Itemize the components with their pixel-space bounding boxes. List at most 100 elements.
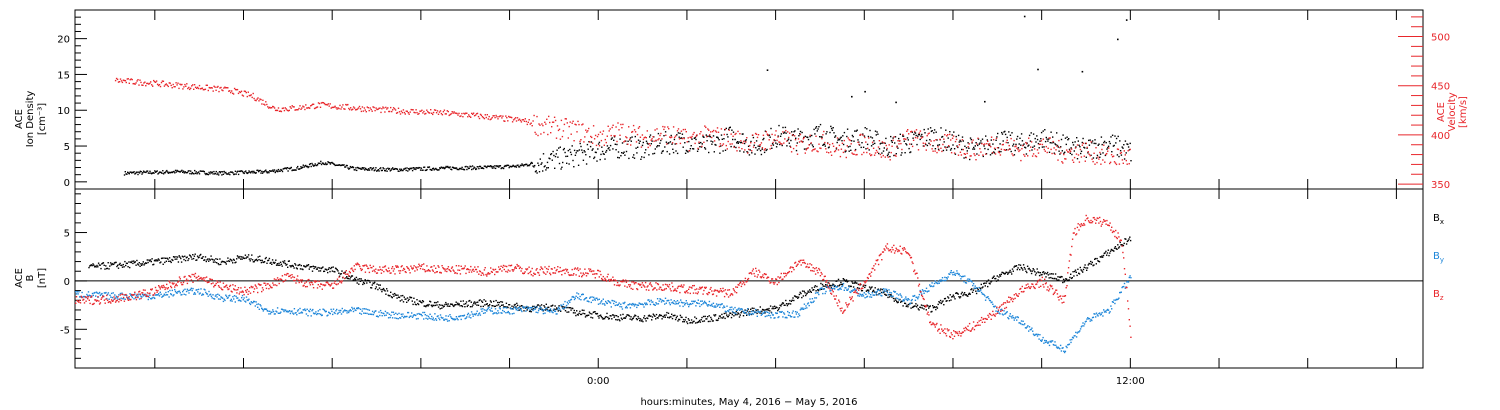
by-point — [665, 302, 667, 304]
bx-point — [572, 312, 575, 314]
velocity-point — [922, 142, 924, 144]
by-point — [225, 294, 227, 296]
velocity-point — [204, 88, 207, 90]
by-point — [751, 312, 754, 315]
density-point — [851, 134, 854, 137]
bx-point — [877, 288, 880, 290]
velocity-point — [267, 106, 269, 108]
by-point — [1020, 323, 1022, 325]
density-point — [1044, 140, 1047, 143]
density-point — [885, 137, 887, 140]
density-ylabel-line2: Ion Density — [25, 91, 36, 148]
density-point — [161, 172, 163, 174]
bx-point — [960, 293, 963, 295]
velocity-point — [114, 79, 117, 82]
velocity-point — [888, 144, 890, 146]
bx-point — [386, 290, 389, 292]
velocity-point — [1075, 153, 1078, 155]
bx-point — [319, 270, 322, 272]
velocity-point — [633, 129, 636, 131]
bx-point — [777, 309, 779, 312]
by-point — [924, 290, 926, 292]
bx-point — [930, 311, 932, 313]
bx-point — [1047, 274, 1050, 276]
bx-point — [387, 294, 389, 296]
by-point — [284, 309, 286, 311]
bx-point — [257, 256, 259, 258]
density-point — [1048, 138, 1050, 140]
density-point — [725, 127, 727, 130]
density-point — [623, 151, 625, 153]
by-point — [545, 307, 547, 310]
velocity-point — [158, 84, 161, 86]
density-point — [555, 153, 557, 155]
density-point — [341, 164, 344, 166]
by-point — [369, 313, 371, 315]
by-point — [154, 294, 157, 296]
bx-point — [280, 263, 283, 265]
density-point — [645, 149, 647, 151]
bx-point — [106, 267, 109, 270]
velocity-point — [1062, 162, 1064, 164]
by-point — [897, 297, 899, 300]
velocity-point — [498, 116, 500, 118]
density-point — [289, 167, 292, 169]
by-point — [791, 312, 794, 314]
bx-point — [555, 308, 557, 311]
by-point — [401, 315, 403, 317]
bx-point — [561, 306, 563, 308]
velocity-point — [1106, 152, 1108, 155]
by-point — [526, 307, 529, 310]
density-point — [842, 143, 845, 146]
bx-point — [689, 322, 691, 324]
by-point — [1032, 330, 1034, 332]
bx-point — [929, 305, 931, 307]
density-point — [214, 173, 216, 175]
by-point — [180, 294, 182, 296]
by-point — [324, 309, 326, 312]
velocity-point — [854, 149, 856, 152]
bx-point — [932, 305, 934, 307]
by-point — [241, 297, 243, 299]
by-point — [719, 306, 721, 308]
density-point — [932, 145, 934, 147]
bx-point — [958, 296, 960, 298]
density-point — [460, 168, 462, 170]
bx-point — [955, 292, 957, 294]
by-point — [721, 303, 723, 305]
density-point — [1001, 131, 1003, 134]
by-point — [589, 296, 592, 298]
velocity-point — [526, 123, 528, 126]
velocity-point — [938, 149, 940, 152]
by-point — [430, 318, 432, 320]
density-point — [894, 142, 896, 144]
by-point — [850, 291, 852, 294]
velocity-point — [864, 136, 866, 139]
bx-point — [1042, 271, 1044, 274]
by-point — [415, 314, 417, 317]
bx-point — [317, 266, 319, 269]
velocity-point — [381, 108, 383, 110]
density-point — [969, 158, 971, 161]
bx-point — [179, 256, 181, 258]
bx-point — [232, 258, 235, 261]
by-point — [235, 295, 237, 298]
bx-point — [571, 307, 573, 309]
density-point — [949, 131, 951, 133]
velocity-point — [483, 117, 486, 120]
density-point — [993, 151, 995, 153]
bx-point — [767, 309, 769, 311]
velocity-point — [1038, 143, 1041, 146]
velocity-point — [146, 82, 148, 85]
bx-point — [140, 263, 142, 265]
density-point — [990, 139, 992, 141]
velocity-point — [206, 84, 208, 86]
density-point — [855, 130, 858, 132]
bx-point — [247, 254, 250, 256]
by-point — [186, 288, 189, 290]
by-point — [987, 296, 989, 298]
bx-point — [525, 306, 528, 309]
velocity-point — [656, 128, 658, 130]
velocity-point — [359, 108, 362, 110]
by-point — [383, 312, 385, 315]
